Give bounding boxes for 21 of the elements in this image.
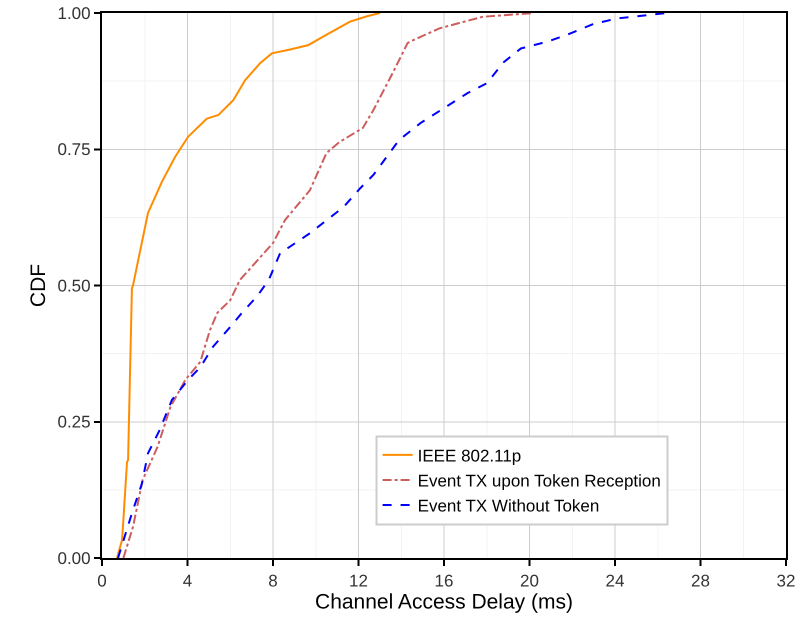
x-tick-label: 24 [606,571,624,590]
x-tick-label: 12 [349,571,368,590]
x-axis-title: Channel Access Delay (ms) [315,590,573,614]
y-tick-label: 0.00 [58,548,91,568]
y-tick-label: 0.50 [58,276,91,296]
y-tick-label: 0.25 [58,412,91,432]
y-axis-title: CDF [27,264,50,308]
x-tick-label: 8 [268,571,278,590]
x-tick-label: 16 [434,571,454,590]
legend-label: Event TX Without Token [418,496,600,516]
x-tick-label: 4 [182,571,192,590]
legend-label: IEEE 802.11p [418,446,522,466]
x-tick-label: 0 [97,571,107,590]
x-tick-label: 20 [520,571,539,590]
legend-label: Event TX upon Token Reception [418,472,661,491]
y-tick-label: 1.00 [58,4,91,23]
x-tick-label: 32 [776,571,796,590]
x-tick-label: 28 [691,571,710,590]
line-series [116,13,381,558]
line-series [117,13,668,558]
y-tick-label: 0.75 [58,140,91,160]
